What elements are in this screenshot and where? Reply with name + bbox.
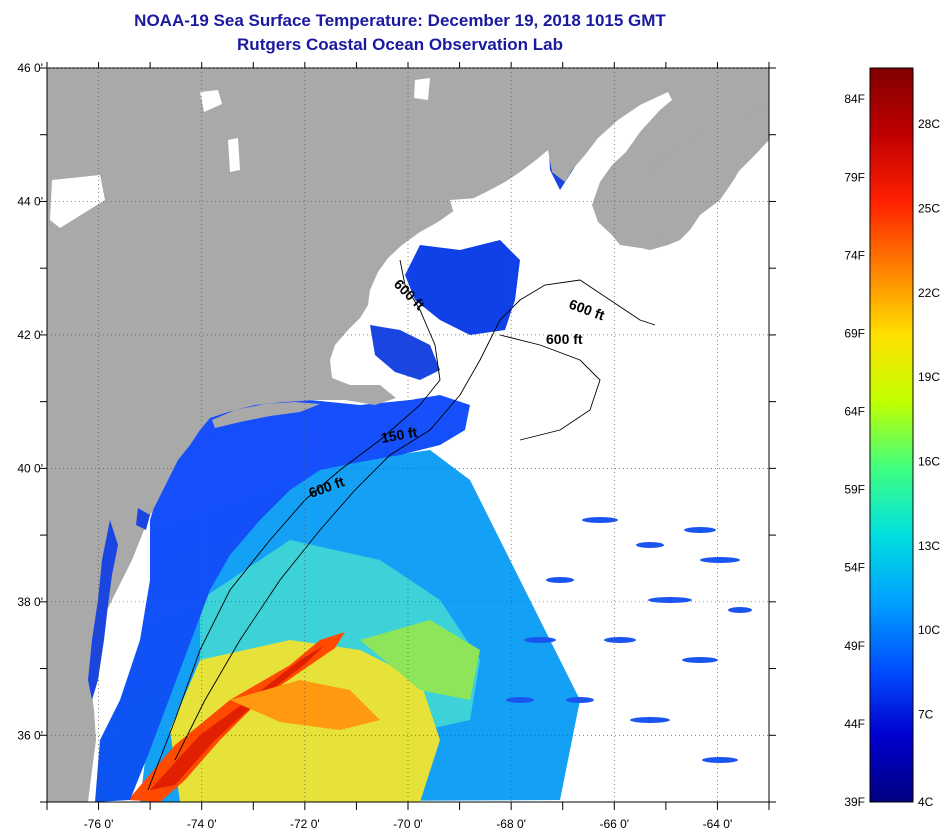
- shelf-water: [95, 395, 470, 802]
- sst-patches-offshore: [506, 517, 752, 763]
- lon-tick-label: -66 0': [599, 817, 629, 831]
- isobath-lines: [147, 259, 656, 791]
- lat-tick-label: 42 0': [17, 328, 43, 342]
- gulf-stream-core: [150, 645, 325, 790]
- lon-tick-label: -68 0': [496, 817, 526, 831]
- gulf-of-maine-water: [405, 240, 520, 335]
- tick-labels: -76 0' -74 0' -72 0' -70 0' -68 0' -66 0' -64 …: [17, 61, 732, 831]
- sst-field-green: [360, 620, 480, 700]
- colorbar-c-label: 22C: [918, 286, 940, 300]
- colorbar-f-label: 69F: [844, 326, 865, 340]
- land-long-island: [212, 402, 320, 428]
- colorbar-labels: 84F 79F 74F 69F 64F 59F 54F 49F 44F 39F 28C 25C 22C 1…: [844, 92, 940, 809]
- lon-tick-label: -64 0': [703, 817, 733, 831]
- map-title: NOAA-19 Sea Surface Temperature: Decembe…: [134, 11, 666, 30]
- colorbar-f-label: 39F: [844, 795, 865, 809]
- lat-tick-label: 44 0': [17, 194, 43, 208]
- colorbar-f-label: 49F: [844, 639, 865, 653]
- lat-tick-label: 38 0': [17, 595, 43, 609]
- lat-tick-label: 40 0': [17, 461, 43, 475]
- colorbar-f-label: 84F: [844, 92, 865, 106]
- land-lake-3: [50, 175, 105, 228]
- colorbar-f-label: 74F: [844, 248, 865, 262]
- lon-tick-label: -72 0': [290, 817, 320, 831]
- isobath-label: 150 ft: [380, 424, 419, 446]
- colorbar-c-label: 25C: [918, 202, 940, 216]
- colorbar-c-label: 10C: [918, 623, 940, 637]
- land-nova-scotia: [600, 105, 769, 248]
- lat-tick-label: 36 0': [17, 728, 43, 742]
- isobath-label: 600 ft: [546, 331, 583, 347]
- colorbar: [869, 67, 914, 803]
- colorbar-f-label: 44F: [844, 717, 865, 731]
- chesapeake-bay: [88, 520, 118, 700]
- delaware-bay: [136, 508, 150, 530]
- land-lake-4: [414, 78, 430, 100]
- colorbar-f-label: 54F: [844, 561, 865, 575]
- cape-cod-bay-water: [370, 325, 440, 380]
- colorbar-c-label: 7C: [918, 708, 934, 722]
- colorbar-c-label: 28C: [918, 117, 940, 131]
- graticule: [40, 62, 776, 810]
- land-lake-2: [228, 138, 240, 172]
- colorbar-f-label: 64F: [844, 405, 865, 419]
- map-subtitle: Rutgers Coastal Ocean Observation Lab: [237, 35, 563, 54]
- colorbar-c-label: 13C: [918, 539, 940, 553]
- land-lake-1: [200, 90, 222, 112]
- lon-tick-label: -76 0': [84, 817, 114, 831]
- colorbar-c-label: 16C: [918, 455, 940, 469]
- colorbar-c-label: 19C: [918, 370, 940, 384]
- colorbar-f-label: 59F: [844, 483, 865, 497]
- colorbar-c-label: 4C: [918, 795, 934, 809]
- lon-tick-label: -74 0': [187, 817, 217, 831]
- lon-tick-label: -70 0': [393, 817, 423, 831]
- land-mainland: [47, 68, 769, 802]
- colorbar-f-label: 79F: [844, 170, 865, 184]
- cloud-patch-gom: [450, 195, 545, 240]
- lat-tick-label: 46 0': [17, 61, 43, 75]
